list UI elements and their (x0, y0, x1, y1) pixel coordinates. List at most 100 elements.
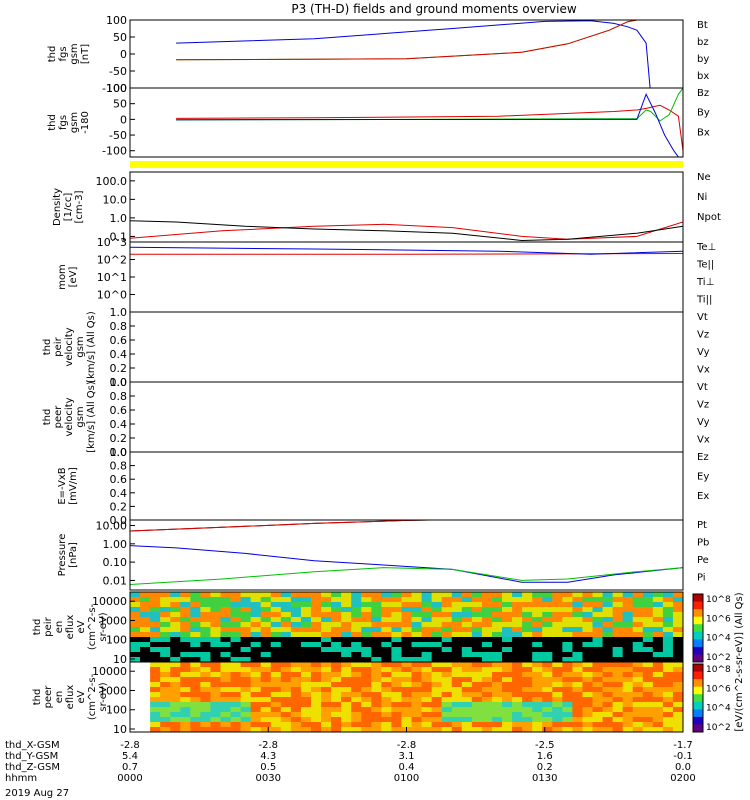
heatmap-cell (200, 592, 212, 598)
heatmap-cell (190, 677, 201, 683)
heatmap-cell (180, 607, 191, 613)
heatmap-cell (491, 687, 503, 693)
heatmap-cell (190, 642, 201, 648)
heatmap-cell (562, 622, 573, 628)
ylabel-line: [km/s] (All Qs) (86, 311, 97, 383)
heatmap-cell (210, 727, 222, 732)
heatmap-cell (522, 727, 533, 732)
heatmap-cell (411, 687, 423, 693)
heatmap-cell (130, 682, 141, 688)
heatmap-cell (310, 657, 322, 662)
heatmap-cell (602, 647, 614, 653)
heatmap-cell (592, 617, 604, 623)
x-tick-label: 0.2 (537, 762, 553, 773)
heatmap-cell (652, 672, 664, 678)
density-ylabel: Density[1/cc][cm-3] (52, 188, 85, 226)
heatmap-cell (381, 652, 393, 658)
heatmap-cell (612, 622, 624, 628)
heatmap-cell (331, 597, 342, 603)
heatmap-cell (612, 672, 624, 678)
heatmap-cell (300, 712, 312, 718)
heatmap-cell (381, 722, 393, 728)
heatmap-cell (481, 592, 493, 598)
heatmap-cell (421, 717, 433, 723)
heatmap-cell (662, 722, 674, 728)
heatmap-cell (150, 677, 161, 683)
heatmap-cell (481, 697, 493, 703)
heatmap-cell (652, 692, 664, 698)
colorbar-electron-band (693, 671, 703, 680)
heatmap-cell (532, 682, 543, 688)
heatmap-cell (481, 647, 493, 653)
temperature-frame (129, 241, 684, 313)
heatmap-cell (491, 642, 503, 648)
heatmap-cell (150, 727, 161, 732)
heatmap-cell (250, 617, 262, 623)
heatmap-cell (572, 707, 584, 713)
y-tick-label: 100 (106, 82, 127, 95)
heatmap-cell (391, 667, 403, 673)
heatmap-cell (220, 592, 232, 598)
heatmap-cell (150, 717, 161, 723)
heatmap-cell (300, 612, 312, 618)
heatmap-cell (200, 647, 212, 653)
heatmap-cell (572, 632, 584, 638)
heatmap-cell (200, 692, 212, 698)
heatmap-cell (230, 662, 242, 668)
heatmap-cell (441, 592, 453, 598)
series-Ne (130, 221, 683, 240)
heatmap-cell (562, 707, 573, 713)
heatmap-cell (280, 647, 292, 653)
heatmap-cell (441, 702, 453, 708)
heatmap-cell (381, 627, 393, 633)
heatmap-cell (602, 667, 614, 673)
heatmap-cell (592, 592, 604, 598)
heatmap-cell (411, 602, 423, 608)
heatmap-cell (300, 692, 312, 698)
heatmap-cell (572, 607, 584, 613)
ylabel-line: thd (42, 409, 53, 426)
x-tick-label: -2.8 (397, 740, 417, 751)
heatmap-cell (562, 667, 573, 673)
heatmap-cell (300, 682, 312, 688)
heatmap-cell (652, 632, 664, 638)
heatmap-cell (522, 647, 533, 653)
ylabel-line: thd (47, 46, 58, 63)
heatmap-cell (491, 637, 503, 643)
heatmap-cell (140, 622, 151, 628)
heatmap-cell (532, 722, 543, 728)
heatmap-cell (622, 602, 634, 608)
heatmap-cell (180, 682, 191, 688)
legend-Bz: Bz (697, 88, 709, 99)
heatmap-cell (140, 592, 151, 598)
heatmap-cell (592, 627, 604, 633)
colorbar-electron-band (693, 694, 703, 703)
heatmap-cell (612, 637, 624, 643)
heatmap-cell (250, 627, 262, 633)
heatmap-cell (411, 712, 423, 718)
heatmap-cell (331, 697, 342, 703)
heatmap-cell (411, 597, 423, 603)
heatmap-cell (622, 682, 634, 688)
heatmap-cell (572, 697, 584, 703)
heatmap-cell (220, 672, 232, 678)
heatmap-cell (361, 627, 372, 633)
heatmap-cell (552, 652, 563, 658)
heatmap-cell (361, 592, 372, 598)
heatmap-cell (461, 672, 473, 678)
heatmap-cell (250, 642, 262, 648)
heatmap-cell (662, 592, 674, 598)
heatmap-cell (260, 637, 272, 643)
heatmap-cell (160, 662, 171, 668)
heatmap-cell (170, 672, 181, 678)
heatmap-cell (542, 692, 553, 698)
heatmap-cell (642, 597, 654, 603)
heatmap-cell (361, 682, 372, 688)
heatmap-cell (421, 727, 433, 732)
heatmap-cell (411, 632, 423, 638)
heatmap-cell (210, 707, 222, 713)
heatmap-cell (401, 682, 413, 688)
heatmap-cell (642, 667, 654, 673)
heatmap-cell (180, 667, 191, 673)
